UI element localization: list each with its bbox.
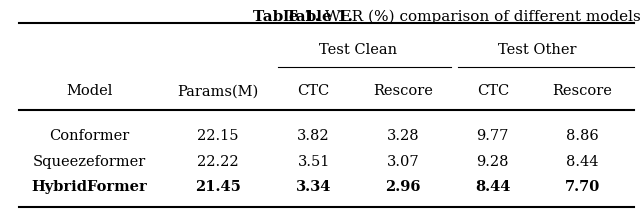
Text: Params(M): Params(M) xyxy=(177,84,258,98)
Text: Test Clean: Test Clean xyxy=(319,42,397,57)
Text: Conformer: Conformer xyxy=(49,129,130,143)
Text: 8.44: 8.44 xyxy=(566,155,598,169)
Text: CTC: CTC xyxy=(298,84,330,98)
Text: 2.96: 2.96 xyxy=(385,180,421,194)
Text: 9.28: 9.28 xyxy=(477,155,509,169)
Text: 3.34: 3.34 xyxy=(296,180,332,194)
Text: CTC: CTC xyxy=(477,84,509,98)
Text: 9.77: 9.77 xyxy=(477,129,509,143)
Text: 3.82: 3.82 xyxy=(298,129,330,143)
Text: 3.51: 3.51 xyxy=(298,155,330,169)
Text: 22.22: 22.22 xyxy=(196,155,239,169)
Text: 8.44: 8.44 xyxy=(475,180,511,194)
Text: Model: Model xyxy=(67,84,113,98)
Text: 8.86: 8.86 xyxy=(566,129,599,143)
Text: Rescore: Rescore xyxy=(373,84,433,98)
Text: HybridFormer: HybridFormer xyxy=(32,180,147,194)
Text: 3.28: 3.28 xyxy=(387,129,419,143)
Text: WER (%) comparison of different models.: WER (%) comparison of different models. xyxy=(320,10,640,24)
Text: Table 1.: Table 1. xyxy=(253,10,320,24)
Text: Rescore: Rescore xyxy=(552,84,612,98)
Text: Test Other: Test Other xyxy=(499,42,577,57)
Text: Squeezeformer: Squeezeformer xyxy=(33,155,146,169)
Text: Table 1.: Table 1. xyxy=(287,10,353,24)
Text: 7.70: 7.70 xyxy=(564,180,600,194)
Text: 21.45: 21.45 xyxy=(195,180,241,194)
Text: 22.15: 22.15 xyxy=(197,129,238,143)
Text: 3.07: 3.07 xyxy=(387,155,419,169)
